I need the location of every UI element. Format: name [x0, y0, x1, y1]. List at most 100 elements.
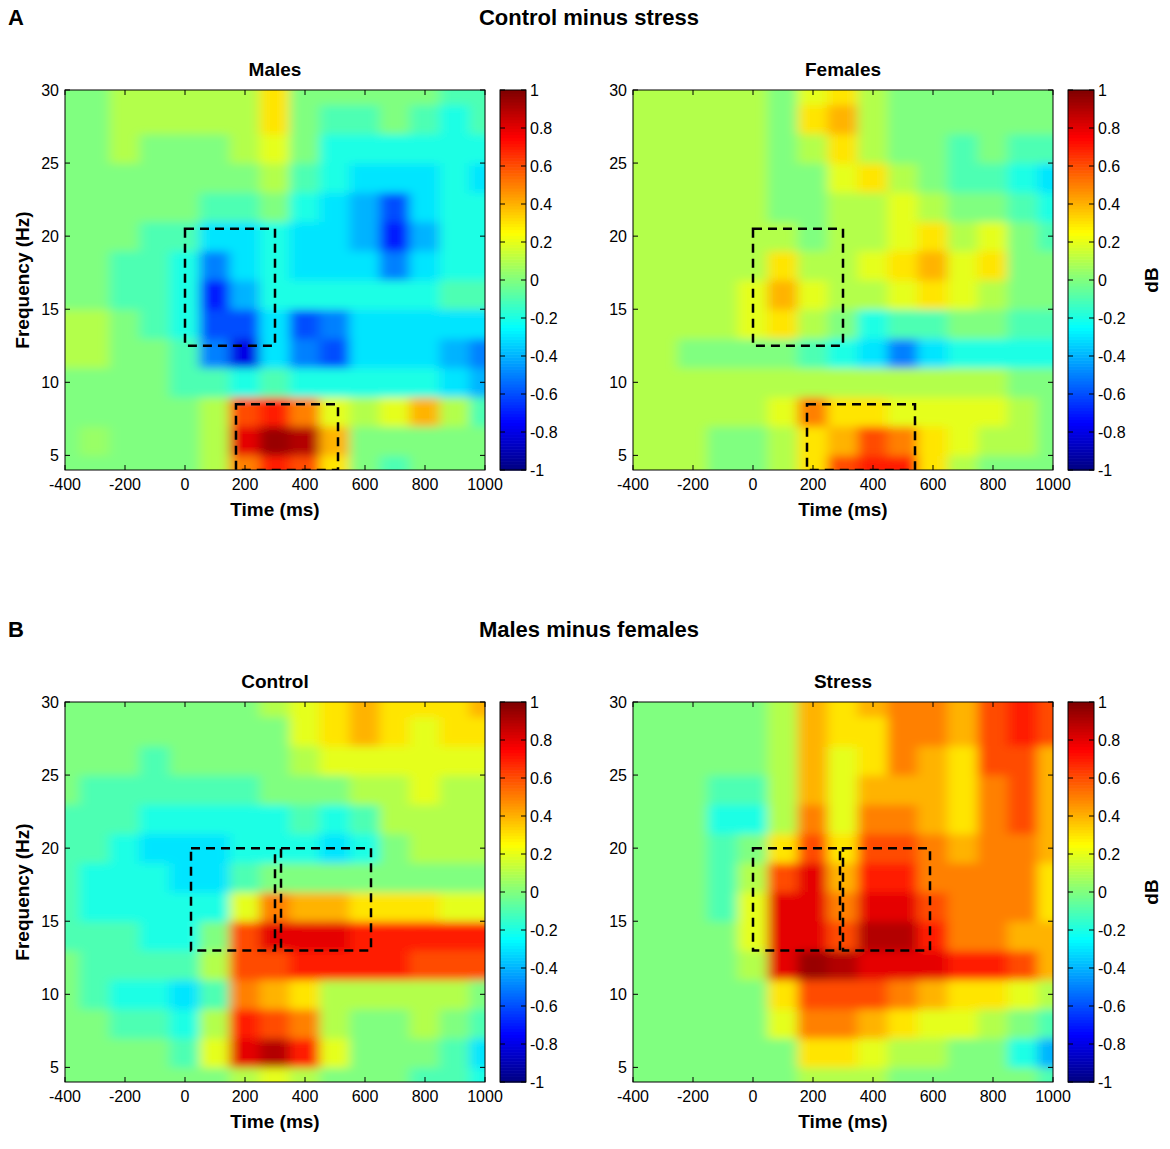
- colorbar-tick: [521, 432, 526, 433]
- heat-cell: [320, 775, 351, 805]
- y-axis-title: Frequency (Hz): [12, 823, 33, 960]
- heat-cell: [230, 892, 261, 922]
- colorbar-tick-label: 0: [530, 884, 539, 901]
- heat-cell: [110, 455, 141, 470]
- heat-cell: [320, 702, 351, 717]
- heat-cell: [1038, 455, 1054, 470]
- heat-cell: [768, 745, 799, 775]
- heat-cell: [350, 1008, 381, 1038]
- heat-cell: [768, 192, 799, 222]
- heat-cell: [290, 979, 321, 1009]
- heat-cell: [948, 426, 979, 456]
- colorbar-frame: [500, 702, 526, 1082]
- heat-cell: [798, 133, 829, 163]
- heat-cell: [678, 426, 709, 456]
- x-tick: [125, 465, 126, 470]
- heat-cell: [828, 1008, 859, 1038]
- heat-cell: [440, 338, 471, 368]
- heat-cell: [708, 455, 739, 470]
- heat-cell: [768, 280, 799, 310]
- heat-cell: [440, 775, 471, 805]
- colorbar-tick: [1089, 1006, 1094, 1007]
- y-tick-label: 5: [618, 447, 627, 464]
- heat-cell: [828, 1038, 859, 1068]
- x-axis-title: Time (ms): [230, 499, 319, 520]
- heat-cell: [978, 192, 1009, 222]
- heat-cell: [80, 745, 111, 775]
- heat-cell: [410, 192, 441, 222]
- heat-cell: [200, 1008, 231, 1038]
- heat-cell: [768, 775, 799, 805]
- colorbar-tick: [1068, 854, 1073, 855]
- heat-cell: [678, 804, 709, 834]
- heat-cell: [768, 950, 799, 980]
- y-tick: [480, 455, 485, 456]
- colorbar-tick: [1089, 968, 1094, 969]
- y-tick: [65, 1067, 70, 1068]
- heat-cell: [440, 702, 471, 717]
- colorbar-tick-label: -0.6: [530, 386, 558, 403]
- heat-cell: [410, 833, 441, 863]
- x-tick-label: -200: [677, 1088, 709, 1105]
- heat-cell: [768, 1067, 799, 1082]
- heat-cell: [888, 745, 919, 775]
- heat-cell: [948, 104, 979, 134]
- y-tick-label: 5: [50, 447, 59, 464]
- heat-cell: [110, 833, 141, 863]
- heat-cell: [798, 892, 829, 922]
- heat-cell: [320, 455, 351, 470]
- heat-cell: [918, 367, 949, 397]
- heat-cell: [470, 1067, 486, 1082]
- y-tick-label: 30: [609, 694, 627, 711]
- x-tick: [813, 465, 814, 470]
- heat-cell: [200, 367, 231, 397]
- heat-cell: [410, 90, 441, 105]
- colorbar-tick-label: -1: [1098, 462, 1112, 479]
- x-tick-label: 0: [749, 476, 758, 493]
- heat-cell: [1038, 716, 1054, 746]
- heat-cell: [708, 1008, 739, 1038]
- colorbar-tick-label: 0.4: [1098, 196, 1120, 213]
- heat-cell: [978, 862, 1009, 892]
- heat-cell: [978, 1038, 1009, 1068]
- heat-cell: [200, 804, 231, 834]
- heat-cell: [200, 716, 231, 746]
- y-tick: [1048, 382, 1053, 383]
- y-tick: [1048, 455, 1053, 456]
- heat-cell: [648, 892, 679, 922]
- heat-cell: [200, 309, 231, 339]
- heat-cell: [200, 775, 231, 805]
- heat-cell: [470, 804, 486, 834]
- heat-cell: [65, 833, 81, 863]
- heat-cell: [828, 979, 859, 1009]
- heat-cell: [350, 367, 381, 397]
- heat-cell: [290, 455, 321, 470]
- heat-cell: [888, 90, 919, 105]
- heat-cell: [65, 921, 81, 951]
- heat-cell: [633, 426, 649, 456]
- heat-cell: [918, 979, 949, 1009]
- colorbar-tick: [1068, 318, 1073, 319]
- colorbar-step: [1068, 90, 1094, 94]
- heat-cell: [768, 367, 799, 397]
- heat-cell: [948, 702, 979, 717]
- heat-cell: [470, 192, 486, 222]
- heat-cell: [828, 804, 859, 834]
- y-tick: [65, 309, 70, 310]
- x-tick-label: 200: [232, 1088, 259, 1105]
- heat-cell: [1038, 745, 1054, 775]
- heat-cell: [110, 367, 141, 397]
- heat-cell: [440, 163, 471, 193]
- heat-cell: [140, 1038, 171, 1068]
- heat-cell: [320, 745, 351, 775]
- heat-cell: [858, 309, 889, 339]
- heat-cell: [80, 280, 111, 310]
- heat-cell: [200, 280, 231, 310]
- heat-cell: [858, 250, 889, 280]
- heat-cell: [410, 163, 441, 193]
- heat-cell: [290, 921, 321, 951]
- heat-cell: [858, 280, 889, 310]
- heat-cell: [110, 950, 141, 980]
- colorbar-tick-label: 0.8: [530, 120, 552, 137]
- heat-cell: [230, 396, 261, 426]
